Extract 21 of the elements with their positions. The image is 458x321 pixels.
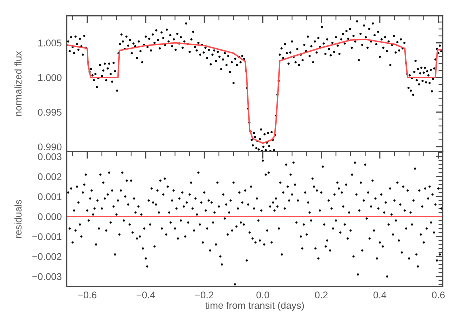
- x-tick-label: 0.2: [315, 292, 328, 299]
- x-tick-label: 0.4: [374, 292, 387, 299]
- y-tick-label: 0.990: [38, 144, 62, 151]
- y-tick-label: −0.002: [32, 253, 62, 260]
- y-axis-title: normalized flux: [14, 51, 22, 116]
- y-tick-label: −0.003: [32, 273, 62, 280]
- y-tick-label: 0.002: [38, 174, 62, 180]
- x-tick-label: −0.2: [195, 292, 214, 299]
- y-tick-label: 1.005: [38, 40, 62, 47]
- x-tick-label: 0.6: [432, 292, 445, 299]
- y-tick-label: 0.001: [38, 194, 62, 200]
- y-tick-label: 1.000: [38, 74, 62, 82]
- y-tick-label: 0.000: [38, 213, 62, 220]
- x-axis-title: time from transit (days): [205, 302, 304, 312]
- x-tick-label: 0.0: [256, 292, 270, 299]
- y-tick-label: −0.001: [32, 233, 62, 240]
- y-tick-label: 0.995: [38, 109, 62, 116]
- x-tick-label: −0.6: [78, 292, 97, 299]
- y-axis-title: residuals: [14, 200, 22, 238]
- x-tick-label: −0.4: [136, 292, 156, 299]
- y-tick-label: 0.003: [38, 154, 62, 160]
